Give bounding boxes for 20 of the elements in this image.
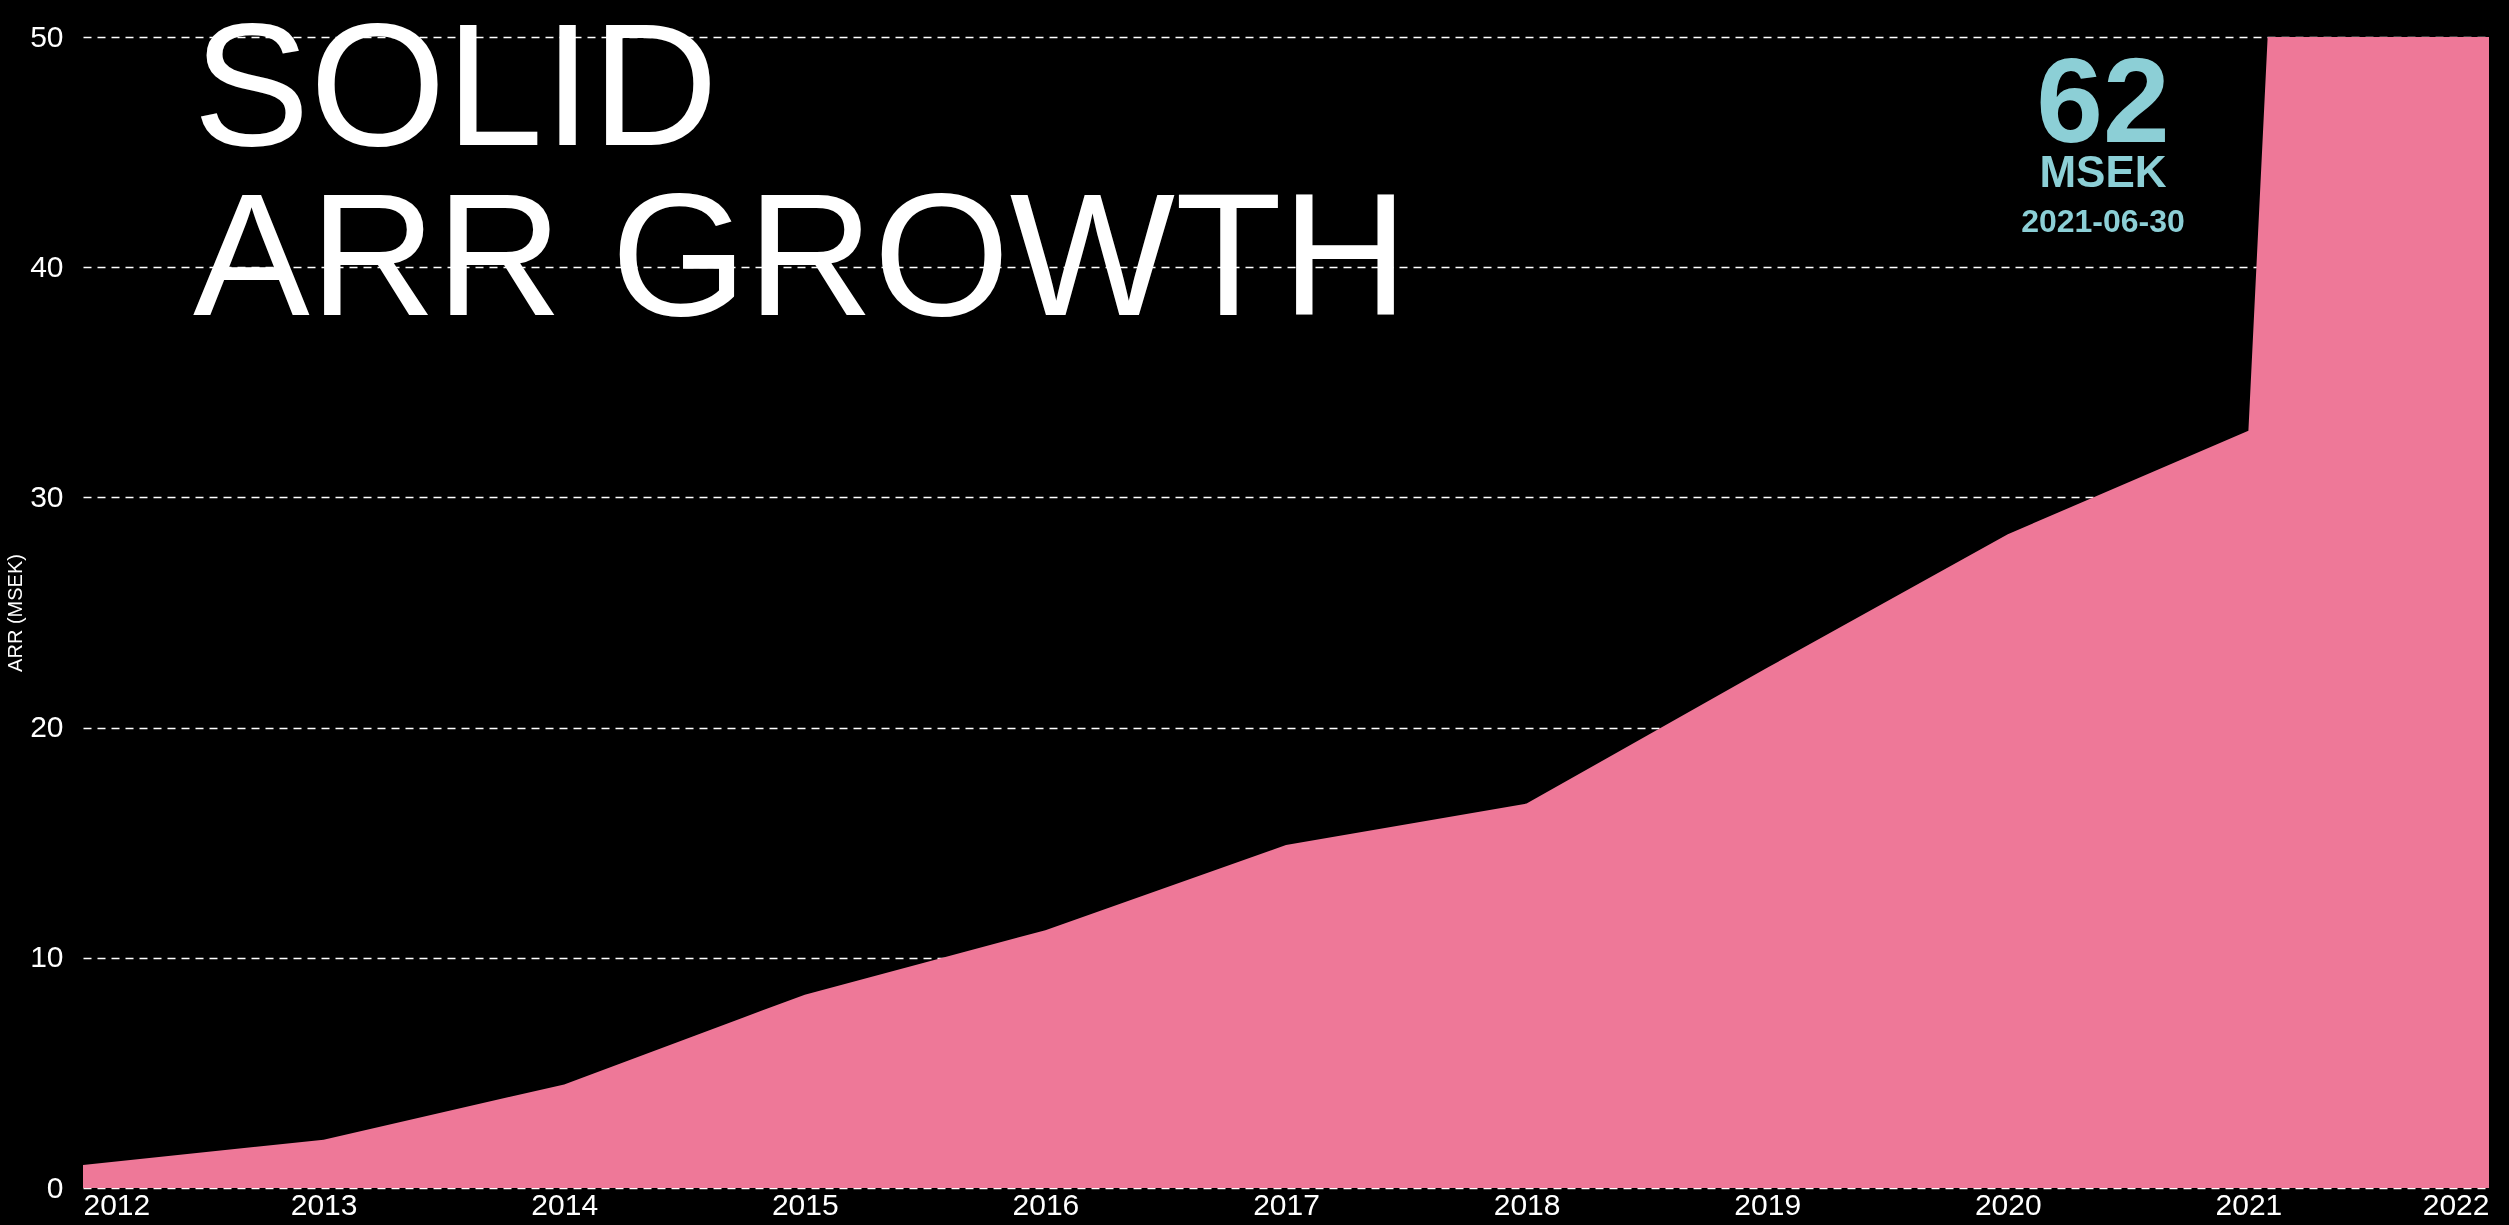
y-tick-label: 40 [30, 249, 64, 283]
x-tick-label: 2013 [290, 1187, 358, 1221]
x-tick-label: 2015 [771, 1187, 839, 1221]
y-tick-label: 10 [30, 940, 64, 974]
x-tick-label: 2018 [1493, 1187, 1561, 1221]
x-tick-label: 2020 [1974, 1187, 2042, 1221]
chart-title: SOLID ARR GROWTH [193, 0, 1409, 352]
y-tick-label: 30 [30, 479, 64, 513]
x-tick-label: 2014 [531, 1187, 599, 1221]
x-tick-label: 2022 [2422, 1187, 2490, 1221]
x-tick-label: 2016 [1012, 1187, 1080, 1221]
x-tick-label: 2017 [1253, 1187, 1320, 1221]
x-tick-label: 2019 [1734, 1187, 1802, 1221]
x-tick-label: 2012 [83, 1187, 151, 1221]
y-axis-title: ARR (MSEK) [4, 554, 27, 672]
annotation: 2021-06-30 [2021, 203, 2185, 239]
y-tick-label: 20 [30, 710, 64, 744]
y-tick-label: 0 [46, 1170, 64, 1204]
y-tick-label: 50 [30, 19, 64, 53]
x-tick-label: 2021 [2215, 1187, 2283, 1221]
